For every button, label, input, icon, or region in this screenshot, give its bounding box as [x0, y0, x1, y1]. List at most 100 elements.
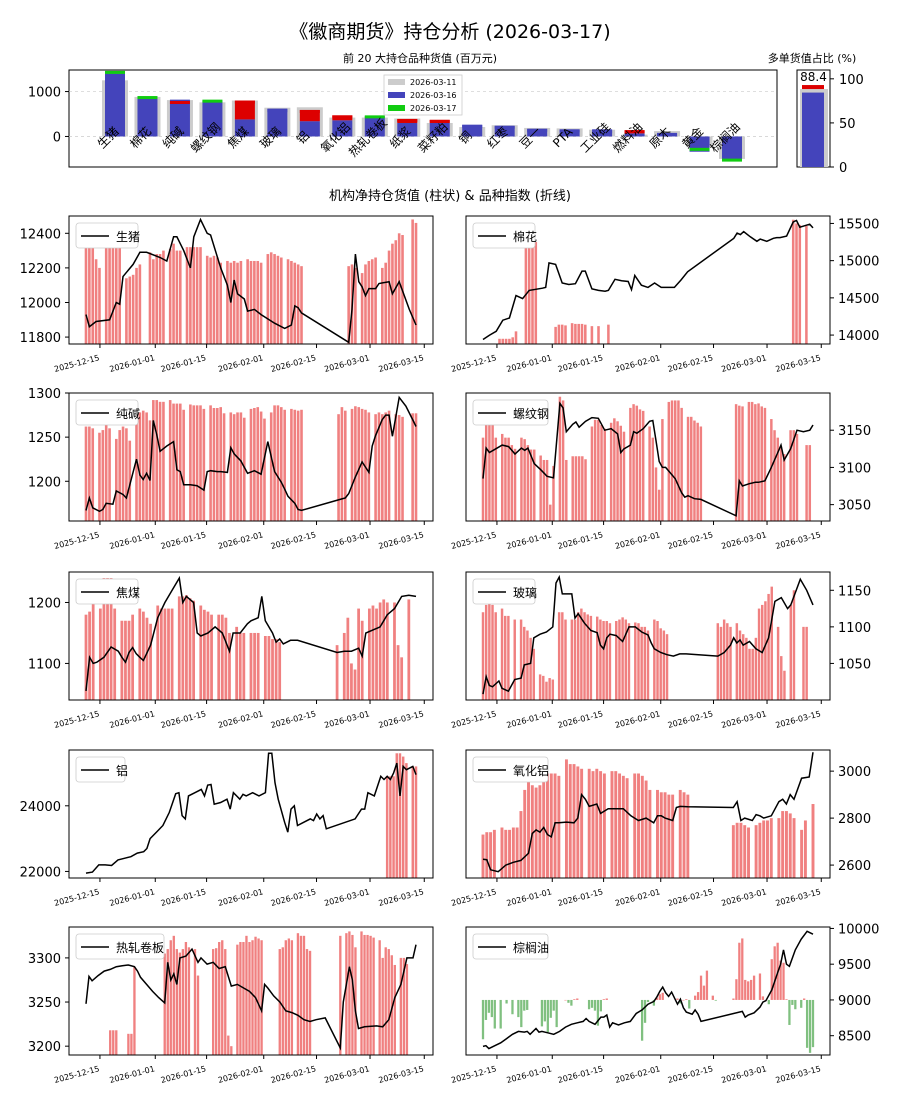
panel-bar: [491, 411, 494, 521]
panel-frame: [465, 571, 831, 701]
panel-bar: [259, 262, 263, 344]
panel-ytick-label: 1100: [838, 621, 871, 636]
panel-bar: [731, 825, 735, 878]
panel-bar: [748, 648, 751, 700]
panel-bar: [586, 614, 589, 700]
panel-bar: [738, 942, 741, 1000]
panel-index-line: [482, 401, 814, 517]
panel-bar: [239, 260, 243, 344]
overview-bar-2026-03-16: [527, 128, 548, 137]
panel-bar: [185, 595, 188, 700]
panel-legend: 生猪: [75, 222, 140, 249]
panel-bar: [543, 999, 547, 1022]
panel-bar: [384, 412, 387, 521]
overview-bar-2026-03-17: [462, 124, 483, 128]
panel-bar: [764, 601, 767, 700]
panel-bar: [643, 999, 647, 1023]
panel-bar: [273, 405, 276, 521]
panel-frame: [68, 215, 434, 345]
panel-bar: [209, 257, 212, 344]
panel-bar: [507, 437, 510, 521]
panel-bar: [308, 950, 312, 1055]
panel-bar: [162, 401, 165, 521]
panel-bar: [168, 400, 172, 521]
panel-bar: [662, 630, 666, 700]
panel-bar: [217, 614, 221, 700]
panel-bar: [259, 411, 263, 521]
panel-legend: 棉花: [472, 222, 537, 249]
panel-bar: [576, 766, 580, 878]
panel-bar: [610, 771, 614, 878]
panel-bar: [397, 233, 401, 344]
panel-bar: [602, 773, 606, 878]
panel-bar: [599, 619, 602, 700]
overview-legend-label: 2026-03-17: [410, 104, 457, 113]
panel-bar: [340, 407, 344, 521]
panel-bar: [500, 608, 504, 700]
panel-bar: [523, 999, 526, 1011]
panel-legend-label: 棕榈油: [513, 940, 549, 955]
panel-legend-box: [472, 756, 549, 783]
panel-bar: [667, 794, 671, 878]
panel-bar: [177, 596, 181, 700]
panel-bar: [118, 245, 121, 344]
panel-bar: [634, 622, 637, 700]
overview-bar-2026-03-17: [722, 158, 742, 162]
panel-bar: [779, 960, 782, 1000]
panel-bar: [210, 614, 213, 700]
panel-bar: [534, 787, 538, 878]
panel-bar: [249, 260, 253, 344]
panel-bar: [792, 590, 796, 700]
panel-bar: [172, 243, 175, 344]
panel-bar: [785, 999, 788, 1000]
panel-xtick-label: 2026-01-15: [160, 1064, 207, 1085]
panel-bar: [98, 608, 102, 700]
panel-ytick-label: 1200: [28, 596, 61, 611]
panel-bar: [346, 617, 350, 700]
panel-bar: [590, 426, 594, 521]
overview-bar-change: [234, 100, 255, 120]
panel-ytick-label: 3250: [28, 996, 61, 1011]
panel-bar: [613, 418, 616, 521]
panel-bar: [354, 947, 357, 1055]
panel-bar: [751, 648, 754, 700]
panel-xtick-label: 2026-01-01: [109, 887, 156, 908]
panel-bar: [558, 396, 562, 521]
panel-bar: [236, 412, 239, 521]
panel-bar: [696, 422, 699, 521]
panel-bar: [726, 623, 729, 700]
panel-bar: [351, 934, 354, 1055]
panel-bar: [287, 938, 291, 1055]
panel-bar: [249, 632, 253, 700]
panel-ytick-label: 2800: [838, 812, 871, 827]
panel-bar: [576, 612, 580, 700]
panel-legend-label: 棉花: [513, 229, 537, 244]
overview-bar-2026-03-17: [527, 128, 548, 132]
panel-bar: [145, 412, 148, 521]
panel-bar: [805, 626, 808, 700]
overview-category-label: 原木: [647, 124, 674, 151]
panel-xtick-label: 2026-03-15: [775, 1064, 822, 1085]
ratio-title: 多单货值占比 (%): [768, 51, 857, 65]
panel-bar: [381, 414, 384, 521]
panel-bar: [735, 623, 739, 700]
panel-bar: [152, 259, 155, 344]
panel-bar: [91, 428, 95, 521]
panel-bar: [795, 223, 798, 344]
panel-bar: [593, 999, 597, 1011]
panel-bar: [503, 615, 507, 700]
panel-legend: 焦煤: [75, 578, 140, 605]
panel-bar: [484, 415, 488, 521]
panel-bar: [188, 598, 192, 700]
panel-bar: [226, 260, 229, 344]
panel-bar: [574, 456, 578, 521]
panel-bar: [599, 999, 602, 1012]
panel-xtick-label: 2026-02-01: [217, 353, 264, 374]
panel-bar: [741, 406, 744, 521]
panel-bar: [517, 999, 520, 1018]
panel-xtick-label: 2025-12-15: [450, 530, 497, 551]
panel-bar: [750, 401, 754, 521]
panel-bar: [767, 593, 770, 700]
panel-ytick-label: 14000: [838, 329, 879, 344]
panel-bar: [640, 626, 643, 700]
